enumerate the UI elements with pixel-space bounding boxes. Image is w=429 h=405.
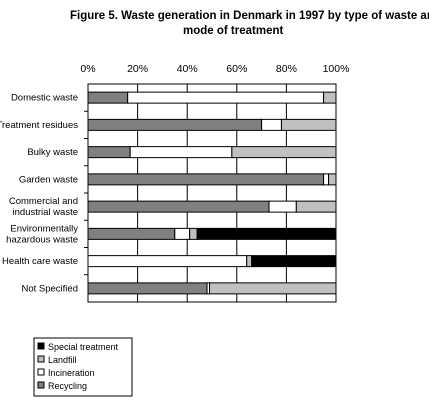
- bar-segment-landfill: [323, 91, 337, 104]
- legend-box: [33, 337, 133, 397]
- bar-segment-incineration: [268, 200, 297, 213]
- bar-segment-recycling: [87, 200, 270, 213]
- x-tick-label: 40%: [177, 63, 198, 75]
- bar-segment-incineration: [87, 255, 248, 268]
- bar-segment-recycling: [87, 146, 131, 159]
- bar-segment-incineration: [261, 118, 282, 131]
- legend-swatch: [37, 355, 45, 363]
- bar-segment-recycling: [87, 282, 208, 295]
- bar-segment-incineration: [129, 146, 233, 159]
- category-label: Not Specified: [21, 283, 78, 294]
- plot-area: [87, 83, 337, 303]
- legend-label: Incineration: [48, 368, 95, 378]
- legend-label: Recycling: [48, 381, 87, 391]
- bar-segment-landfill: [295, 200, 337, 213]
- bar-segment-recycling: [87, 118, 263, 131]
- bar-segment-landfill: [328, 173, 337, 186]
- category-label: Bulky waste: [27, 147, 78, 158]
- bar-segment-incineration: [127, 91, 325, 104]
- x-tick-label: 100%: [323, 63, 350, 75]
- bar-segment-landfill: [246, 255, 253, 268]
- x-tick-label: 80%: [276, 63, 297, 75]
- x-tick-label: 60%: [226, 63, 247, 75]
- bar-segment-recycling: [87, 91, 129, 104]
- bar-segment-recycling: [87, 173, 325, 186]
- category-label: Environmentally: [10, 223, 78, 234]
- bar-segment-recycling: [87, 227, 176, 240]
- category-label: Treatment residues: [0, 120, 78, 131]
- legend-swatch: [37, 342, 45, 350]
- category-label: hazardous waste: [6, 234, 78, 245]
- category-label: Domestic waste: [11, 93, 78, 104]
- bar-segment-landfill: [280, 118, 337, 131]
- category-label: Health care waste: [2, 256, 78, 267]
- category-label: Commercial and: [9, 196, 78, 207]
- legend-label: Landfill: [48, 355, 77, 365]
- legend-swatch: [37, 381, 45, 389]
- category-label: industrial waste: [13, 207, 78, 218]
- x-tick-label: 20%: [127, 63, 148, 75]
- bar-segment-special-treatment: [251, 255, 337, 268]
- bar-segment-incineration: [323, 173, 330, 186]
- legend-swatch: [37, 368, 45, 376]
- x-tick-label: 0%: [80, 63, 95, 75]
- bar-segment-landfill: [209, 282, 337, 295]
- bar-segment-special-treatment: [196, 227, 337, 240]
- category-label: Garden waste: [19, 174, 78, 185]
- title-line-2: mode of treatment: [183, 25, 284, 37]
- bar-segment-incineration: [174, 227, 191, 240]
- legend-label: Special treatment: [48, 342, 119, 352]
- bar-segment-landfill: [189, 227, 198, 240]
- bar-segment-landfill: [231, 146, 337, 159]
- title-line-1: Figure 5. Waste generation in Denmark in…: [70, 10, 429, 22]
